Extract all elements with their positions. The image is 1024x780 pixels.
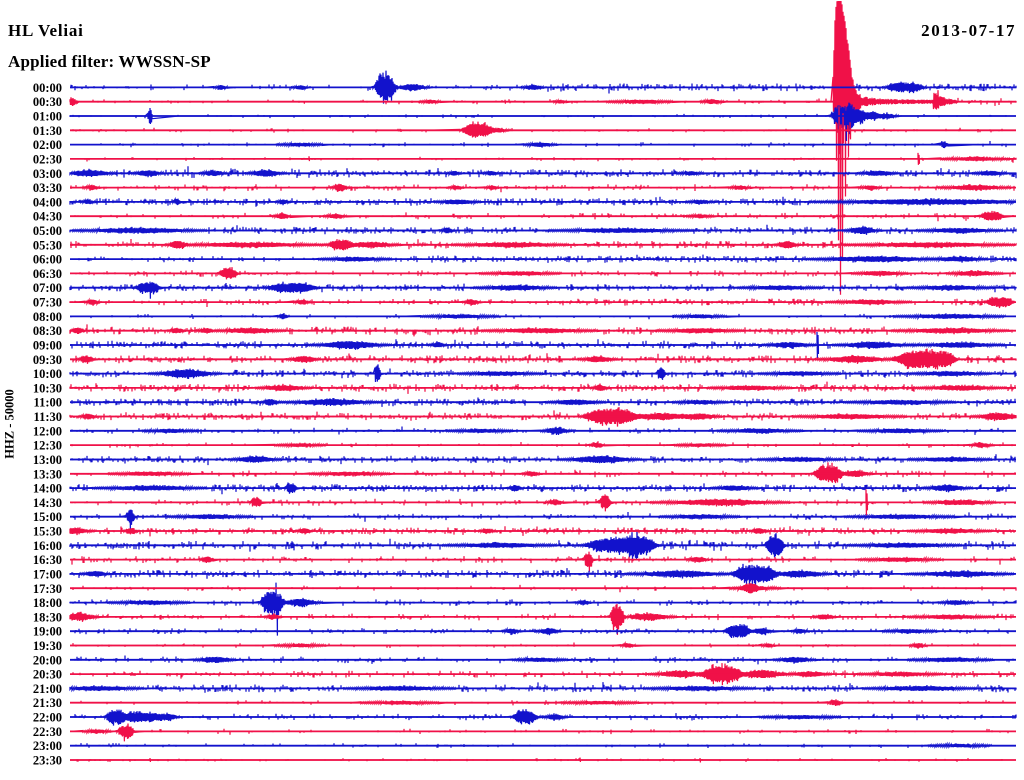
svg-text:23:30: 23:30 — [33, 754, 62, 768]
svg-text:22:30: 22:30 — [33, 725, 62, 739]
svg-text:02:30: 02:30 — [33, 152, 62, 166]
svg-text:14:00: 14:00 — [33, 482, 62, 496]
svg-text:18:30: 18:30 — [33, 610, 62, 624]
svg-text:HHZ - 50000: HHZ - 50000 — [3, 389, 17, 458]
svg-text:13:00: 13:00 — [33, 453, 62, 467]
svg-text:05:00: 05:00 — [33, 224, 62, 238]
svg-text:17:00: 17:00 — [33, 567, 62, 581]
svg-text:14:30: 14:30 — [33, 496, 62, 510]
svg-text:01:00: 01:00 — [33, 110, 62, 124]
svg-text:21:30: 21:30 — [33, 696, 62, 710]
svg-text:20:00: 20:00 — [33, 653, 62, 667]
svg-text:04:00: 04:00 — [33, 195, 62, 209]
svg-text:22:00: 22:00 — [33, 711, 62, 725]
svg-text:19:30: 19:30 — [33, 639, 62, 653]
svg-text:06:30: 06:30 — [33, 267, 62, 281]
svg-text:05:30: 05:30 — [33, 238, 62, 252]
svg-text:02:00: 02:00 — [33, 138, 62, 152]
svg-text:11:00: 11:00 — [34, 396, 62, 410]
svg-text:10:30: 10:30 — [33, 381, 62, 395]
svg-text:15:30: 15:30 — [33, 525, 62, 539]
svg-text:06:00: 06:00 — [33, 253, 62, 267]
svg-text:13:30: 13:30 — [33, 467, 62, 481]
svg-text:09:30: 09:30 — [33, 353, 62, 367]
svg-text:00:30: 00:30 — [33, 95, 62, 109]
svg-text:01:30: 01:30 — [33, 124, 62, 138]
svg-text:16:30: 16:30 — [33, 553, 62, 567]
svg-text:04:30: 04:30 — [33, 210, 62, 224]
svg-text:11:30: 11:30 — [34, 410, 62, 424]
svg-text:21:00: 21:00 — [33, 682, 62, 696]
svg-text:09:00: 09:00 — [33, 339, 62, 353]
svg-text:17:30: 17:30 — [33, 582, 62, 596]
svg-text:2013-07-17: 2013-07-17 — [921, 21, 1016, 40]
svg-text:19:00: 19:00 — [33, 625, 62, 639]
svg-text:03:30: 03:30 — [33, 181, 62, 195]
svg-text:20:30: 20:30 — [33, 668, 62, 682]
svg-text:15:00: 15:00 — [33, 510, 62, 524]
svg-text:Applied filter: WWSSN-SP: Applied filter: WWSSN-SP — [8, 52, 211, 71]
svg-text:HL Veliai: HL Veliai — [8, 21, 84, 40]
svg-text:18:00: 18:00 — [33, 596, 62, 610]
svg-text:23:00: 23:00 — [33, 739, 62, 753]
svg-text:03:00: 03:00 — [33, 167, 62, 181]
svg-text:10:00: 10:00 — [33, 367, 62, 381]
svg-text:07:00: 07:00 — [33, 281, 62, 295]
svg-text:08:30: 08:30 — [33, 324, 62, 338]
svg-text:12:00: 12:00 — [33, 424, 62, 438]
svg-text:08:00: 08:00 — [33, 310, 62, 324]
svg-text:00:00: 00:00 — [33, 81, 62, 95]
svg-text:07:30: 07:30 — [33, 296, 62, 310]
svg-text:12:30: 12:30 — [33, 439, 62, 453]
svg-text:16:00: 16:00 — [33, 539, 62, 553]
